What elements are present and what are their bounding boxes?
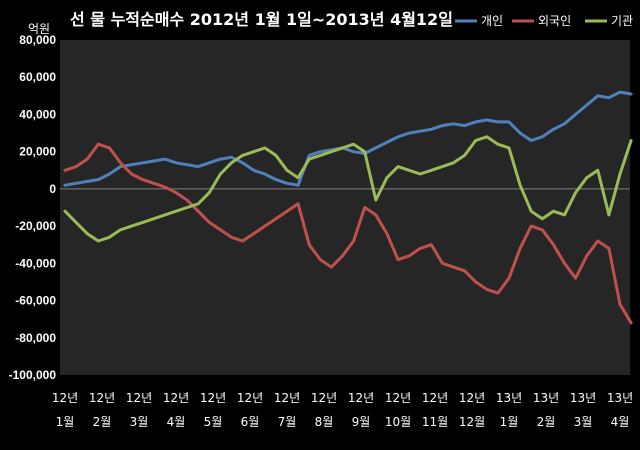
x-tick-month: 4월 <box>167 415 186 429</box>
series-line-3 <box>63 135 633 243</box>
y-tick-label: 80,000 <box>19 33 56 47</box>
legend-label: 외국인 <box>538 14 571 28</box>
x-tick-month: 10월 <box>385 415 411 429</box>
x-tick-year: 12년 <box>126 391 152 405</box>
y-unit-label: 억원 <box>28 22 50 36</box>
series-layer <box>63 90 633 325</box>
x-tick-month: 9월 <box>352 415 371 429</box>
x-tick-year: 12년 <box>459 391 485 405</box>
x-tick-year: 12년 <box>237 391 263 405</box>
x-tick-month: 2월 <box>93 415 112 429</box>
x-tick-year: 12년 <box>311 391 337 405</box>
y-tick-label: -100,000 <box>9 368 57 382</box>
x-tick-month: 1월 <box>56 415 75 429</box>
x-tick-year: 13년 <box>533 391 559 405</box>
x-tick-month: 3월 <box>574 415 593 429</box>
x-tick-year: 13년 <box>496 391 522 405</box>
x-tick-year: 12년 <box>348 391 374 405</box>
x-tick-year: 13년 <box>570 391 596 405</box>
x-tick-month: 8월 <box>315 415 334 429</box>
x-tick-year: 12년 <box>89 391 115 405</box>
series-line-1 <box>63 90 633 187</box>
x-tick-year: 12년 <box>274 391 300 405</box>
x-axis: 12년 1월 12년 2월 12년 3월 12년 4월 12년 5월 12년 6월 12년 7월 12년 8월… <box>52 391 633 429</box>
x-tick-month: 1월 <box>500 415 519 429</box>
chart-title: 선 물 누적순매수 2012년 1월 1일~2013년 4월12일 <box>70 10 453 29</box>
x-tick-month: 11월 <box>422 415 448 429</box>
y-tick-label: -80,000 <box>15 331 56 345</box>
x-tick-year: 13년 <box>607 391 633 405</box>
y-tick-label: 20,000 <box>19 145 56 159</box>
x-tick-year: 12년 <box>200 391 226 405</box>
y-tick-label: 0 <box>49 182 56 196</box>
y-tick-label: 40,000 <box>19 107 56 121</box>
x-tick-month: 3월 <box>130 415 149 429</box>
x-tick-month: 6월 <box>241 415 260 429</box>
legend: 개인 외국인 기관 <box>455 14 633 28</box>
legend-label: 기관 <box>611 14 633 28</box>
x-tick-month: 7월 <box>278 415 297 429</box>
x-tick-month: 4월 <box>611 415 630 429</box>
x-tick-month: 2월 <box>537 415 556 429</box>
x-tick-year: 12년 <box>422 391 448 405</box>
x-tick-year: 12년 <box>163 391 189 405</box>
y-tick-label: -20,000 <box>15 219 56 233</box>
y-tick-label: -40,000 <box>15 256 56 270</box>
y-tick-label: 60,000 <box>19 70 56 84</box>
x-tick-month: 12월 <box>459 415 485 429</box>
x-tick-month: 5월 <box>204 415 223 429</box>
x-tick-year: 12년 <box>52 391 78 405</box>
legend-label: 개인 <box>481 14 503 28</box>
series-line-2 <box>63 142 633 325</box>
y-axis: 80,000 60,000 40,000 20,000 0 -20,000 -40,000 -… <box>9 33 630 382</box>
y-tick-label: -60,000 <box>15 294 56 308</box>
plot-area <box>60 40 630 375</box>
x-tick-year: 12년 <box>385 391 411 405</box>
